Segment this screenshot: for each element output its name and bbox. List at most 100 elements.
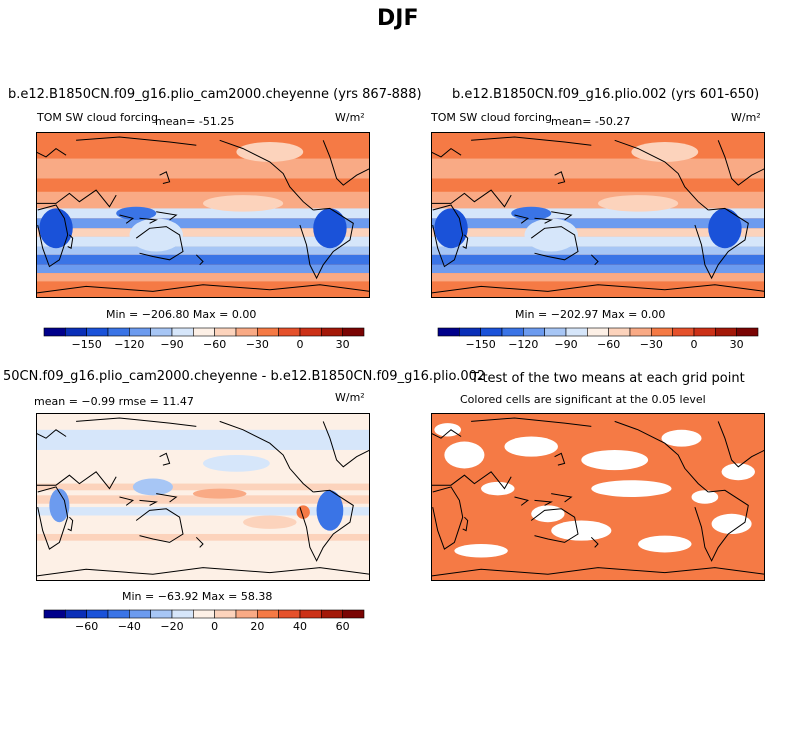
- colorbar-swatch: [437, 327, 460, 337]
- coastline: [554, 171, 566, 184]
- colorbar-swatch: [693, 327, 716, 337]
- colorbar-tick-label: −20: [160, 620, 183, 633]
- coastline: [432, 486, 464, 550]
- colorbar-swatch: [43, 327, 66, 337]
- coastline: [514, 214, 530, 224]
- colorbar-tick-label: 20: [250, 620, 264, 633]
- coastline: [590, 536, 599, 548]
- panel-3-title: 50CN.f09_g16.plio_cam2000.cheyenne - b.e…: [3, 369, 486, 384]
- field-blob: [316, 490, 344, 531]
- colorbar-tick-label: −90: [160, 338, 183, 351]
- coastline: [299, 489, 354, 562]
- colorbar-tick-label: −120: [508, 338, 538, 351]
- colorbar-tick-label: 0: [297, 338, 304, 351]
- map-frame: [36, 132, 370, 298]
- field-band: [36, 191, 370, 209]
- coastline: [195, 254, 204, 266]
- colorbar-swatch: [43, 609, 66, 619]
- coastline: [76, 417, 197, 427]
- coastline: [431, 429, 462, 439]
- colorbar-swatch: [299, 327, 322, 337]
- coastline: [471, 136, 592, 146]
- coastline: [219, 420, 314, 493]
- field-band: [36, 208, 370, 219]
- colorbar-swatch: [171, 609, 194, 619]
- coastline: [156, 493, 178, 503]
- colorbar-swatch: [150, 327, 173, 337]
- insignificant-region: [661, 429, 702, 447]
- panel-2-colorbar: −150 −120 −90 −60 −30 0 30: [437, 327, 759, 351]
- panel-4-map: [431, 413, 765, 581]
- coastline: [36, 284, 370, 294]
- field-blob: [192, 488, 247, 499]
- panel-3-units: W/m²: [335, 391, 365, 404]
- panel-2-minmax: Min = −202.97 Max = 0.00: [515, 308, 666, 321]
- coastline: [139, 499, 158, 506]
- panel-2-units: W/m²: [731, 111, 761, 124]
- coastline: [195, 536, 204, 548]
- field-band: [431, 236, 765, 247]
- field-band: [36, 507, 370, 516]
- coastline: [119, 496, 135, 506]
- coastline: [554, 452, 566, 466]
- insignificant-region: [691, 490, 719, 504]
- colorbar-swatch: [107, 327, 130, 337]
- colorbar-tick-label: −60: [203, 338, 226, 351]
- panel-1-variable: TOM SW cloud forcing: [37, 111, 158, 124]
- coastline: [717, 140, 765, 186]
- insignificant-region: [444, 441, 485, 469]
- field-band: [431, 246, 765, 255]
- colorbar-tick-label: 0: [211, 620, 218, 633]
- colorbar-tick-label: −30: [246, 338, 269, 351]
- colorbar-tick-label: 30: [336, 338, 350, 351]
- colorbar-tick-label: −90: [554, 338, 577, 351]
- coastline: [322, 421, 370, 468]
- insignificant-region: [481, 481, 515, 496]
- colorbar-swatch: [715, 327, 737, 337]
- colorbar-swatch: [544, 327, 567, 337]
- colorbar-swatch: [651, 327, 673, 337]
- panel-2-mean: mean= -50.27: [551, 115, 631, 128]
- panel-4-subtitle: Colored cells are significant at the 0.0…: [460, 393, 706, 406]
- colorbar-swatch: [342, 327, 365, 337]
- coastline: [36, 147, 67, 158]
- colorbar-swatch: [342, 609, 365, 619]
- coastline: [551, 493, 573, 503]
- panel-3-minmax: Min = −63.92 Max = 58.38: [122, 590, 273, 603]
- field-band: [36, 218, 370, 229]
- coastline: [322, 140, 370, 186]
- field-band: [431, 228, 765, 237]
- coastline: [431, 189, 512, 208]
- colorbar-swatch: [214, 609, 237, 619]
- coastline: [717, 421, 765, 468]
- coastline: [36, 567, 370, 577]
- panel-1-mean: mean= -51.25: [155, 115, 235, 128]
- field-blob: [236, 141, 304, 162]
- coastline: [299, 207, 354, 280]
- map-frame: [36, 413, 370, 581]
- panel-3-map: [36, 413, 370, 581]
- field-blob: [524, 218, 578, 252]
- coastline: [551, 211, 573, 221]
- colorbar-tick-label: −150: [72, 338, 102, 351]
- coastline: [431, 147, 462, 158]
- coastline: [530, 226, 579, 261]
- field-band: [431, 264, 765, 274]
- coastline: [431, 471, 512, 490]
- coastline: [431, 284, 765, 294]
- field-band: [36, 158, 370, 179]
- coastline: [36, 429, 67, 439]
- coastline: [694, 489, 749, 562]
- colorbar-swatch: [278, 609, 301, 619]
- panel-1-map: [36, 132, 370, 298]
- coastline: [76, 136, 197, 146]
- colorbar-swatch: [86, 609, 109, 619]
- coastline: [432, 204, 464, 268]
- insignificant-region: [581, 449, 649, 471]
- colorbar-swatch: [565, 327, 588, 337]
- coastline: [36, 471, 117, 490]
- colorbar-tick-label: −30: [640, 338, 663, 351]
- field-band: [431, 208, 765, 219]
- field-blob: [132, 478, 173, 496]
- insignificant-region: [638, 535, 692, 553]
